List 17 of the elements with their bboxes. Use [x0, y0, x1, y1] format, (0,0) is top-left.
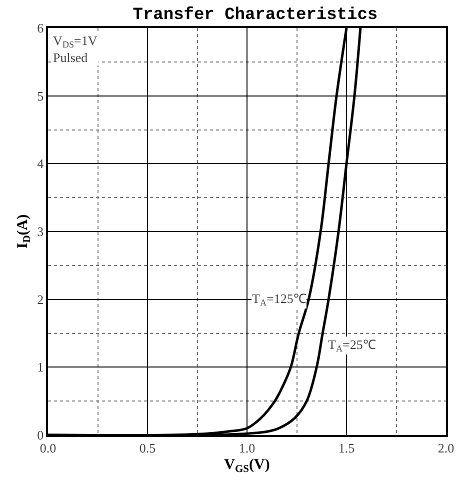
- x-tick-label: 1.0: [238, 440, 256, 456]
- y-tick-label: 0: [37, 428, 44, 443]
- y-tick-label: 4: [37, 156, 44, 172]
- y-tick-label: 2: [37, 292, 44, 307]
- x-axis-title: V$_{GS}$(V): [224, 456, 270, 475]
- y-tick-label: 1: [37, 360, 44, 375]
- y-tick-label: 5: [37, 88, 44, 104]
- x-tick-label: 2.0: [438, 440, 454, 456]
- series-label: T$_{A}$=125℃: [252, 291, 306, 308]
- x-tick-label: 0.0: [40, 440, 56, 456]
- y-tick-label: 3: [37, 224, 44, 240]
- annotation: V$_{DS}$=1V Pulsed: [53, 33, 98, 65]
- series-label: T$_{A}$=25℃: [328, 337, 376, 354]
- x-tick-label: 1.5: [338, 440, 355, 456]
- x-tick-label: 0.5: [139, 440, 156, 456]
- y-tick-label: 6: [37, 20, 44, 36]
- chart-title: Transfer Characteristics: [132, 6, 378, 26]
